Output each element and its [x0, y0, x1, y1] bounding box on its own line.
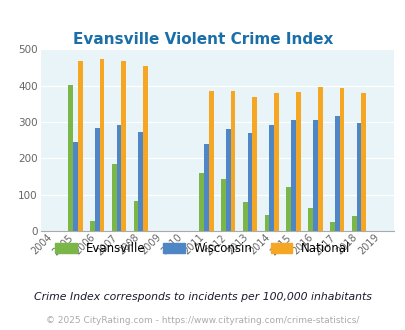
Bar: [116, 125, 121, 231]
Bar: [247, 133, 252, 231]
Bar: [225, 129, 230, 231]
Bar: [307, 209, 312, 231]
Bar: [230, 90, 235, 231]
Bar: [68, 85, 73, 231]
Bar: [312, 120, 317, 231]
Bar: [317, 87, 322, 231]
Text: Crime Index corresponds to incidents per 100,000 inhabitants: Crime Index corresponds to incidents per…: [34, 292, 371, 302]
Bar: [269, 125, 273, 231]
Bar: [334, 115, 339, 231]
Bar: [329, 222, 334, 231]
Bar: [242, 202, 247, 231]
Bar: [339, 88, 343, 231]
Bar: [121, 61, 126, 231]
Bar: [360, 93, 365, 231]
Bar: [351, 216, 356, 231]
Bar: [133, 201, 138, 231]
Bar: [73, 143, 78, 231]
Bar: [138, 132, 143, 231]
Bar: [273, 93, 278, 231]
Bar: [252, 97, 256, 231]
Bar: [290, 120, 295, 231]
Bar: [356, 123, 360, 231]
Bar: [264, 215, 269, 231]
Bar: [78, 61, 83, 231]
Bar: [208, 90, 213, 231]
Bar: [203, 144, 208, 231]
Text: Evansville Violent Crime Index: Evansville Violent Crime Index: [72, 32, 333, 47]
Text: © 2025 CityRating.com - https://www.cityrating.com/crime-statistics/: © 2025 CityRating.com - https://www.city…: [46, 316, 359, 325]
Legend: Evansville, Wisconsin, National: Evansville, Wisconsin, National: [51, 237, 354, 260]
Bar: [100, 59, 104, 231]
Bar: [198, 173, 203, 231]
Bar: [286, 187, 290, 231]
Bar: [112, 164, 116, 231]
Bar: [143, 66, 148, 231]
Bar: [295, 92, 300, 231]
Bar: [90, 221, 95, 231]
Bar: [220, 179, 225, 231]
Bar: [95, 128, 100, 231]
